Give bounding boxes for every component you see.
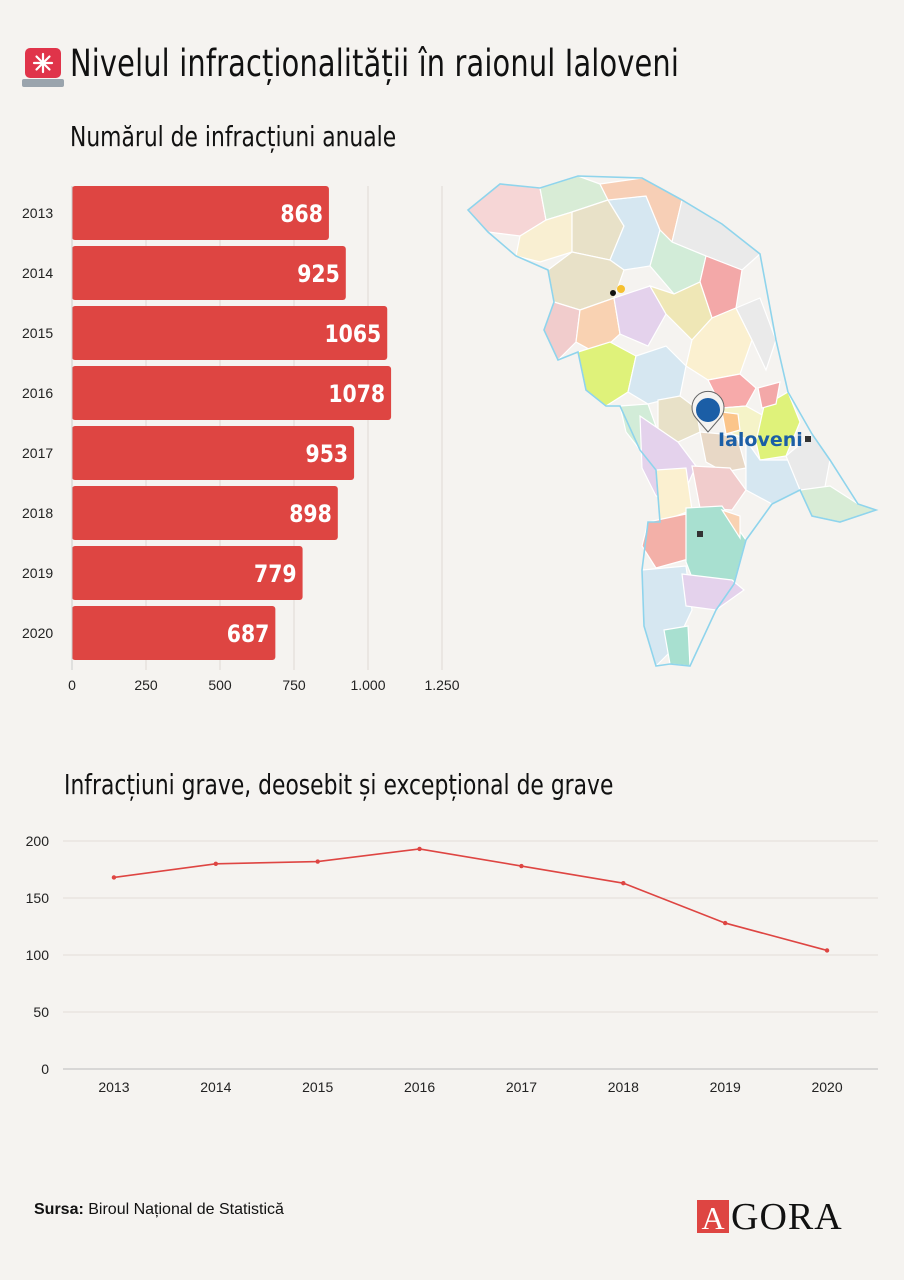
map-region <box>627 345 687 405</box>
city-marker <box>610 290 616 296</box>
data-point <box>722 920 728 926</box>
data-label: 925 <box>297 260 340 288</box>
data-point <box>417 846 422 852</box>
source-note: Sursa: Biroul Național de Statistică <box>34 1201 284 1219</box>
city-marker <box>805 436 811 442</box>
map-region <box>681 573 745 611</box>
line-chart-title: Infracțiuni grave, deosebit și excepțion… <box>64 768 614 801</box>
x-tick-label: 2020 <box>811 1079 842 1095</box>
map-region <box>720 508 741 541</box>
bar-chart: 0 250 500 750 1.000 1.250 2013 868 2014 925 2015 10… <box>22 186 460 693</box>
source-text: Biroul Național de Statistică <box>88 1201 284 1218</box>
data-point <box>111 875 117 880</box>
bar <box>72 546 303 600</box>
data-point <box>315 859 320 864</box>
bar <box>72 426 355 480</box>
y-tick-label: 2015 <box>22 325 53 341</box>
agora-logo: A GORA <box>697 1196 877 1238</box>
data-point <box>621 880 626 886</box>
bar <box>72 606 276 660</box>
y-tick-label: 2013 <box>22 205 53 221</box>
y-tick-label: 100 <box>26 947 50 963</box>
y-tick-label: 2016 <box>22 385 53 401</box>
map-region <box>691 465 747 511</box>
data-label: 1078 <box>328 380 385 408</box>
data-label: 898 <box>289 500 332 528</box>
map-region <box>641 513 693 569</box>
y-tick-label: 2014 <box>22 265 53 281</box>
map-region <box>613 285 667 347</box>
data-point <box>519 863 524 869</box>
x-tick-label: 1.250 <box>424 677 459 693</box>
bar <box>72 306 388 360</box>
y-tick-label: 2019 <box>22 565 53 581</box>
bar-chart-title: Numărul de infracțiuni anuale <box>70 120 397 153</box>
map-border <box>466 175 879 667</box>
y-tick-label: 200 <box>26 833 50 849</box>
logo-mark: A <box>697 1200 729 1233</box>
logo-text: GORA <box>731 1196 843 1238</box>
map-region <box>663 625 691 667</box>
x-tick-label: 750 <box>282 677 306 693</box>
data-label: 1065 <box>324 320 381 348</box>
x-tick-label: 0 <box>68 677 76 693</box>
y-tick-label: 2017 <box>22 445 53 461</box>
bar <box>72 366 392 420</box>
x-tick-label: 250 <box>134 677 158 693</box>
location-pin-icon <box>691 390 725 433</box>
x-tick-label: 2017 <box>506 1079 537 1095</box>
bar <box>72 486 338 540</box>
bar <box>72 186 329 240</box>
source-label: Sursa: <box>34 1201 84 1218</box>
x-tick-label: 2018 <box>608 1079 639 1095</box>
title-row: Nivelul infracționalității în raionul Ia… <box>22 40 892 90</box>
map-region <box>543 301 581 362</box>
y-tick-label: 150 <box>26 890 50 906</box>
data-label: 779 <box>254 560 297 588</box>
x-tick-label: 2014 <box>200 1079 231 1095</box>
y-tick-label: 0 <box>41 1061 49 1077</box>
page-title: Nivelul infracționalității în raionul Ia… <box>70 42 680 85</box>
x-tick-label: 500 <box>208 677 232 693</box>
map-label-ialoveni: Ialoveni <box>718 429 803 451</box>
data-label: 868 <box>280 200 323 228</box>
data-label: 953 <box>306 440 349 468</box>
map-region <box>721 411 741 435</box>
x-tick-label: 1.000 <box>350 677 385 693</box>
svg-text:A: A <box>701 1200 724 1233</box>
data-point <box>824 948 830 953</box>
map-regions <box>467 175 878 668</box>
bar <box>72 246 346 300</box>
y-tick-label: 50 <box>33 1004 49 1020</box>
city-marker-highlight <box>617 285 625 293</box>
moldova-map: Ialoveni <box>466 175 879 668</box>
data-point <box>213 861 219 866</box>
data-label: 687 <box>227 620 270 648</box>
map-region <box>685 307 753 381</box>
y-tick-label: 2018 <box>22 505 53 521</box>
map-region <box>735 297 777 372</box>
series-line <box>113 848 828 952</box>
siren-icon <box>22 48 64 87</box>
map-region <box>577 341 637 407</box>
y-tick-label: 2020 <box>22 625 53 641</box>
x-tick-label: 2016 <box>404 1079 435 1095</box>
x-tick-label: 2013 <box>98 1079 129 1095</box>
city-marker <box>697 531 703 537</box>
line-chart: 0 50 100 150 200 2013 2014 2015 2016 2017 2018 2019… <box>26 833 878 1095</box>
x-tick-label: 2015 <box>302 1079 333 1095</box>
x-tick-label: 2019 <box>710 1079 741 1095</box>
map-region <box>757 381 781 409</box>
